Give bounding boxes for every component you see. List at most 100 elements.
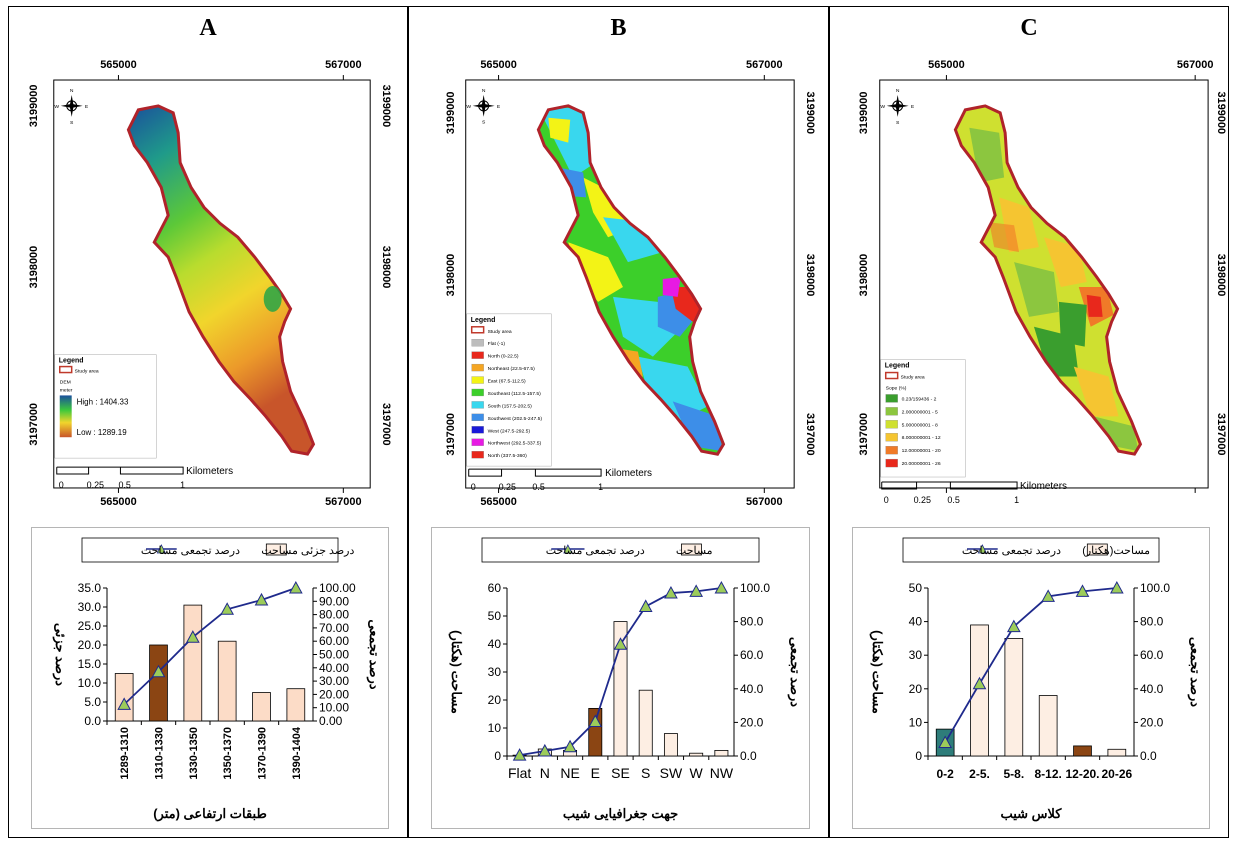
line-point: [512, 748, 527, 761]
line-point: [254, 592, 269, 606]
svg-text:W: W: [54, 104, 59, 110]
x-tick-label: E: [591, 765, 600, 781]
y-tick-left: 3198000: [858, 254, 870, 297]
y2-tick-label: 0.0: [1140, 749, 1157, 763]
x-tick-label: 1289-1310: [119, 727, 131, 780]
x-tick-top: 567000: [746, 59, 783, 71]
y-tick-left: 3199000: [28, 85, 40, 128]
y2-tick-label: 0.00: [319, 714, 343, 728]
y-tick-left: 3199000: [858, 92, 870, 135]
map-legend: Legend Study area Flat (-1) North (0-22.5)…: [466, 313, 552, 467]
legend-label: North (0-22.5): [488, 354, 519, 360]
line-point: [638, 599, 653, 612]
panel-label: B: [610, 15, 627, 41]
y-tick-right: 3198000: [1215, 254, 1227, 297]
legend-line-label: درصد تجمعی مساحت: [141, 545, 240, 557]
svg-text:0.5: 0.5: [532, 482, 544, 492]
legend-label: Study area: [488, 329, 512, 335]
map-legend: Legend Study area Sope (%) 0.23/159436 -…: [880, 359, 966, 478]
legend-bar-swatch: [681, 543, 702, 556]
svg-text:Legend: Legend: [471, 317, 496, 324]
x-tick-label: 12-20.: [1065, 767, 1099, 781]
y-tick-right: 3197000: [380, 403, 392, 446]
chart-legend: [902, 537, 1160, 563]
y-tick-left: 3198000: [445, 254, 457, 297]
bar: [217, 640, 237, 722]
svg-text:E: E: [497, 104, 501, 110]
x-tick-label: 1330-1350: [188, 727, 200, 780]
svg-text:DEM: DEM: [60, 379, 71, 385]
y-tick-right: 3197000: [1215, 413, 1227, 456]
y-tick-label: 50: [488, 609, 502, 623]
legend-label: 2.000000001 - 5: [902, 409, 938, 415]
legend-swatch: [885, 407, 898, 416]
chart-legend: [81, 537, 339, 563]
y2-tick-label: 50.00: [319, 648, 349, 662]
legend-label: East (67.5-112.5): [488, 379, 526, 385]
x-tick-label: NE: [560, 765, 579, 781]
x-tick-label: 1370-1390: [257, 727, 269, 780]
x-tick-label: 5-8.: [1003, 767, 1024, 781]
svg-text:0: 0: [884, 495, 889, 505]
y-tick-label: 0: [915, 749, 922, 763]
panel-a: A 565000 567000 565: [8, 6, 408, 838]
svg-text:N: N: [482, 88, 486, 94]
y2-tick-label: 0.0: [740, 749, 757, 763]
bar: [252, 692, 271, 722]
y2-tick-label: 40.0: [740, 682, 764, 696]
legend-label: 0.23/159436 - 2: [902, 396, 937, 402]
svg-text:Legend: Legend: [59, 358, 84, 365]
aspect-map: 565000 567000 565000 567000 3199000 3198…: [445, 59, 816, 508]
y-tick-label: 40: [909, 615, 923, 629]
legend-bar-label: درصد جزئی مساحت: [261, 545, 354, 557]
legend-label: 8.000000001 - 12: [902, 435, 941, 441]
svg-text:Study area: Study area: [901, 375, 925, 381]
y2-tick-label: 70.00: [319, 621, 349, 635]
line-point: [588, 714, 603, 728]
y-axis-title: مساحت (هکتار): [448, 630, 464, 714]
line-point: [185, 630, 200, 643]
line-point: [1109, 580, 1124, 594]
scale-bar: 0 0.25 0.5 1 Kilometers: [881, 481, 1067, 505]
legend-label: Southwest (202.5-247.5): [488, 416, 543, 422]
study-area-polygon: [953, 104, 1143, 456]
legend-label: Northeast (22.5-67.5): [488, 366, 536, 372]
x-tick-top: 565000: [928, 59, 965, 71]
x-tick-bottom: 565000: [928, 516, 965, 517]
legend-swatch: [471, 388, 484, 397]
x-tick-bottom: 565000: [100, 496, 137, 508]
bar: [714, 749, 729, 757]
cumulative-line: [944, 587, 1117, 744]
line-point: [288, 580, 303, 594]
x-tick-label: 2-5.: [969, 767, 990, 781]
y-tick-left: 3199000: [445, 92, 457, 135]
x-tick-top: 565000: [480, 59, 517, 71]
map-legend: Legend Study area DEM meter High : 1404.…: [54, 354, 157, 459]
y2-tick-label: 10.00: [319, 701, 349, 715]
x-tick-label: Flat: [508, 765, 531, 781]
svg-text:meter: meter: [60, 387, 73, 393]
legend-bar-label: مساحت(هکتار): [1082, 545, 1150, 557]
y-tick-label: 30.0: [78, 600, 102, 614]
svg-text:0.5: 0.5: [947, 495, 959, 505]
line-point: [938, 735, 953, 749]
y2-tick-label: 60.00: [319, 634, 349, 648]
svg-text:Kilometers: Kilometers: [605, 468, 652, 479]
y-tick-label: 30: [909, 648, 923, 662]
chart-legend: [481, 537, 760, 563]
svg-text:Sope (%): Sope (%): [886, 385, 907, 391]
svg-text:0: 0: [471, 482, 476, 492]
bar: [183, 604, 203, 722]
y-tick-label: 20: [488, 693, 502, 707]
bar: [286, 688, 306, 722]
legend-swatch: [885, 458, 898, 468]
legend-line-label: درصد تجمعی مساحت: [962, 545, 1061, 557]
y-axis-title: درصد جزئی: [52, 623, 68, 686]
line-point: [689, 584, 704, 597]
y-tick-right: 3197000: [804, 413, 816, 456]
x-tick-label: SW: [660, 765, 683, 781]
y2-axis-title: درصد تجمعی: [787, 637, 803, 707]
chart-area: مساحت درصد تجمعی مساحت 0 10 20 30 40 50 60 0.0 20.…: [448, 537, 803, 822]
x-tick-label: 8-12.: [1034, 767, 1061, 781]
bar: [149, 644, 168, 722]
